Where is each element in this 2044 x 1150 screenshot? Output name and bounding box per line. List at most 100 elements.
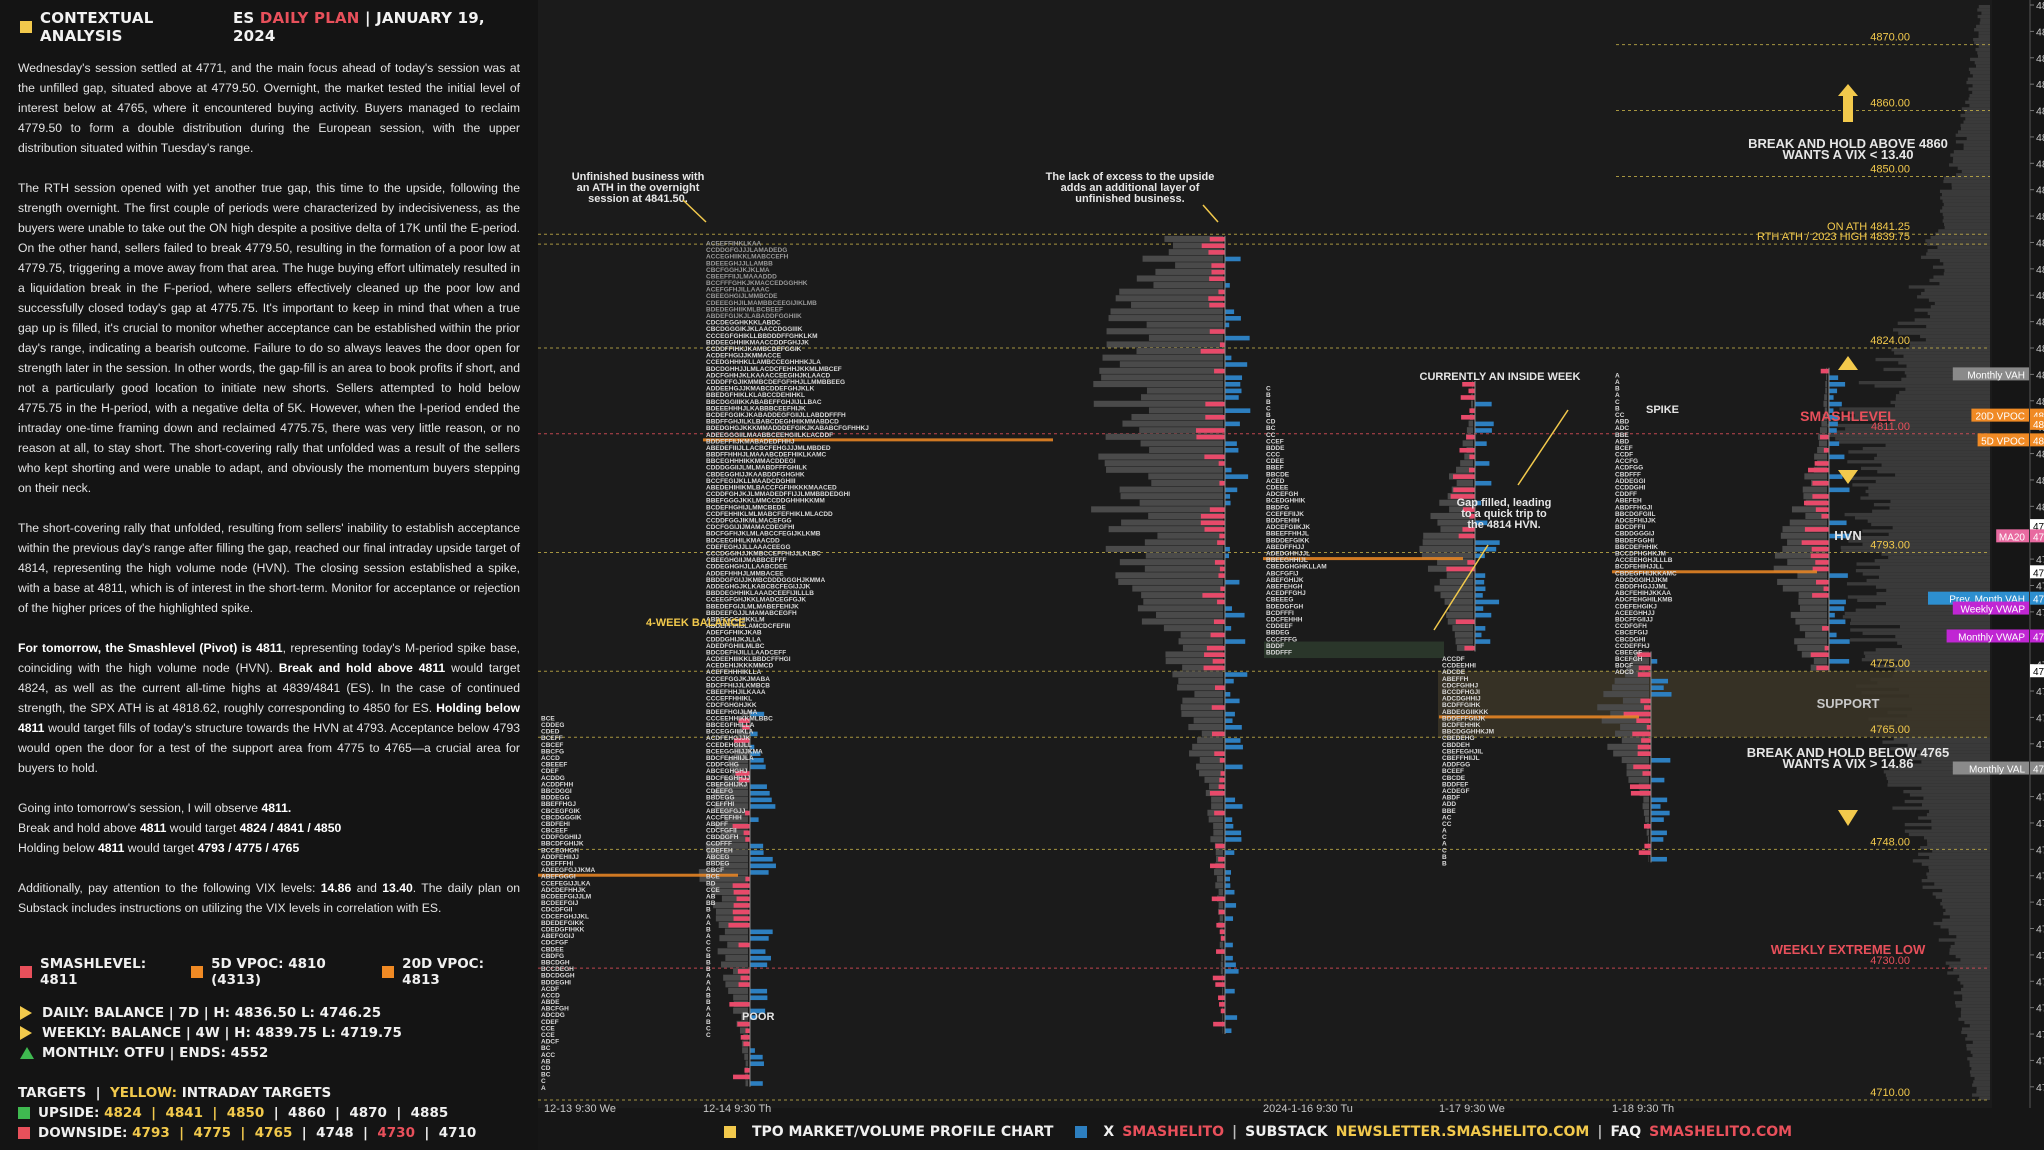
footer-faq-link[interactable]: SMASHELITO.COM xyxy=(1649,1124,1793,1140)
buy-delta-bar xyxy=(1225,870,1232,875)
y-tick-label: 4876.00 xyxy=(2036,0,2044,12)
volume-profile-bar xyxy=(1883,770,1990,774)
sell-delta-bar xyxy=(1646,725,1651,730)
buy-delta-bar xyxy=(1829,533,1851,539)
buy-delta-bar xyxy=(1225,494,1231,499)
tpo-row: ABEFFH xyxy=(1442,676,1469,683)
volume-profile-bar xyxy=(1927,842,1990,847)
plan-separator: | xyxy=(364,9,377,27)
sell-delta-bar xyxy=(1200,349,1225,354)
volume-profile-bar xyxy=(1889,506,1990,510)
session-volume-bar xyxy=(1106,466,1223,473)
sell-delta-bar xyxy=(740,975,750,981)
price-tag-value-box xyxy=(2030,565,2044,579)
buy-delta-bar xyxy=(1829,414,1839,420)
session-volume-bar xyxy=(1628,776,1649,783)
sell-delta-bar xyxy=(1212,659,1225,664)
narrative-paragraph: Additionally, pay attention to the follo… xyxy=(18,878,520,918)
volume-profile-bar xyxy=(1957,166,1990,170)
price-tag-value: 4795.45 xyxy=(2033,532,2044,543)
session-0117-tpo xyxy=(1439,651,1672,863)
footer-x-handle[interactable]: SMASHELITO xyxy=(1122,1124,1224,1140)
volume-profile-bar xyxy=(1941,192,1990,197)
volume-profile-bar xyxy=(1977,51,1990,55)
volume-profile-bar xyxy=(1964,110,1990,114)
tpo-row: CDEEFG xyxy=(706,788,733,795)
tpo-row: CBCEGFGIK xyxy=(541,808,580,815)
volume-profile-bar xyxy=(1961,107,1990,111)
session-volume-bar xyxy=(1093,380,1223,388)
volume-profile-bar xyxy=(1967,1034,1990,1038)
volume-profile-bar xyxy=(1898,361,1990,365)
session-volume-bar xyxy=(1151,479,1223,487)
tpo-row: BDCDGGH xyxy=(541,973,575,980)
sell-delta-bar xyxy=(1218,909,1225,915)
volume-profile-bar xyxy=(1972,84,1990,88)
y-tick-label: 4804.00 xyxy=(2036,475,2044,487)
volume-profile-bar xyxy=(1895,397,1990,401)
tpo-row: BBCEGFIHILLA xyxy=(706,722,755,729)
buy-delta-bar xyxy=(1225,764,1243,770)
buy-delta-bar xyxy=(750,850,764,855)
bold-text: 4824 / 4841 / 4850 xyxy=(239,821,342,835)
tpo-row: B xyxy=(1442,861,1447,868)
volume-profile-bar xyxy=(1932,892,1990,896)
price-line-label: 4870.00 xyxy=(1870,32,1910,44)
sell-delta-bar xyxy=(1214,751,1225,756)
tpo-row: BDDEFFGIIJK xyxy=(1442,715,1486,722)
volume-profile-bar xyxy=(1906,364,1990,368)
buy-delta-bar xyxy=(1225,639,1246,644)
tpo-row: CDEFFFHI xyxy=(541,861,573,868)
y-tick-label: 4832.00 xyxy=(2036,290,2044,302)
y-tick-label: 4748.00 xyxy=(2036,844,2044,856)
sell-delta-bar xyxy=(1812,494,1829,499)
x-axis-label: 1-18 9:30 Th xyxy=(1612,1103,1674,1115)
buy-delta-bar xyxy=(1225,718,1233,724)
volume-profile-bar xyxy=(1972,1040,1990,1044)
volume-profile-bar xyxy=(1850,638,1990,642)
tpo-row: B xyxy=(706,966,711,973)
volume-profile-bar xyxy=(1874,384,1990,388)
session-volume-bar xyxy=(1824,407,1827,414)
volume-profile-bar xyxy=(1907,743,1990,748)
sell-delta-bar xyxy=(1210,632,1225,638)
tpo-row: BDEEEGHJJLLAMBB xyxy=(706,260,773,267)
break-below-annotation: BREAK AND HOLD BELOW 4765 xyxy=(1747,745,1949,760)
tpo-row: ACCEGHIIKKLMABCCEFH xyxy=(706,254,789,261)
session-volume-bar xyxy=(1141,618,1223,625)
session-volume-bar xyxy=(706,849,748,856)
sell-delta-bar xyxy=(728,922,750,928)
tpo-row: C xyxy=(706,940,711,947)
y-tick-label: 4772.00 xyxy=(2036,686,2044,698)
session-volume-bar xyxy=(1824,394,1827,401)
footer-chart-label: TPO MARKET/VOLUME PROFILE CHART xyxy=(751,1124,1054,1140)
volume-profile-bar xyxy=(1955,133,1990,137)
volume-profile-bar xyxy=(1943,222,1990,226)
session-volume-bar xyxy=(1209,783,1223,790)
tpo-row: BCDFEHIHJJLL xyxy=(1615,564,1664,571)
session-volume-bar xyxy=(721,895,748,902)
y-tick-label: 4768.00 xyxy=(2036,712,2044,724)
sell-delta-bar xyxy=(1211,896,1225,902)
break-below-arrow-head xyxy=(1838,810,1858,826)
footer-substack-link[interactable]: NEWSLETTER.SMASHELITO.COM xyxy=(1335,1124,1590,1140)
tpo-row: CBDFEHI xyxy=(541,821,570,828)
session-volume-bar xyxy=(1825,387,1827,394)
tpo-row: BCCEGGIIIKLA xyxy=(706,729,754,736)
session-volume-bar xyxy=(1613,750,1649,757)
plain-text: would target xyxy=(166,821,240,835)
volume-profile-bar xyxy=(1895,634,1990,639)
volume-profile-bar xyxy=(1917,753,1990,757)
tpo-row: BCCDFHGJI xyxy=(1442,689,1480,696)
tpo-row: BBDDEFGIKK xyxy=(1266,537,1310,544)
tpo-row: CCDDFGGJIKMLMACEFGG xyxy=(706,518,792,525)
buy-delta-bar xyxy=(1829,395,1834,400)
buy-delta-bar xyxy=(1225,1028,1232,1034)
tpo-row: CBEEGHGIIJMABBCEFFF xyxy=(706,557,787,564)
volume-profile-bar xyxy=(1863,651,1990,655)
sell-delta-bar xyxy=(1820,434,1829,440)
tpo-row: CDDEGHGHJLLAABCDEE xyxy=(706,564,788,571)
volume-profile-bar xyxy=(1974,28,1990,32)
session-volume-bar xyxy=(1421,552,1473,559)
volume-profile-bar xyxy=(1943,216,1990,220)
